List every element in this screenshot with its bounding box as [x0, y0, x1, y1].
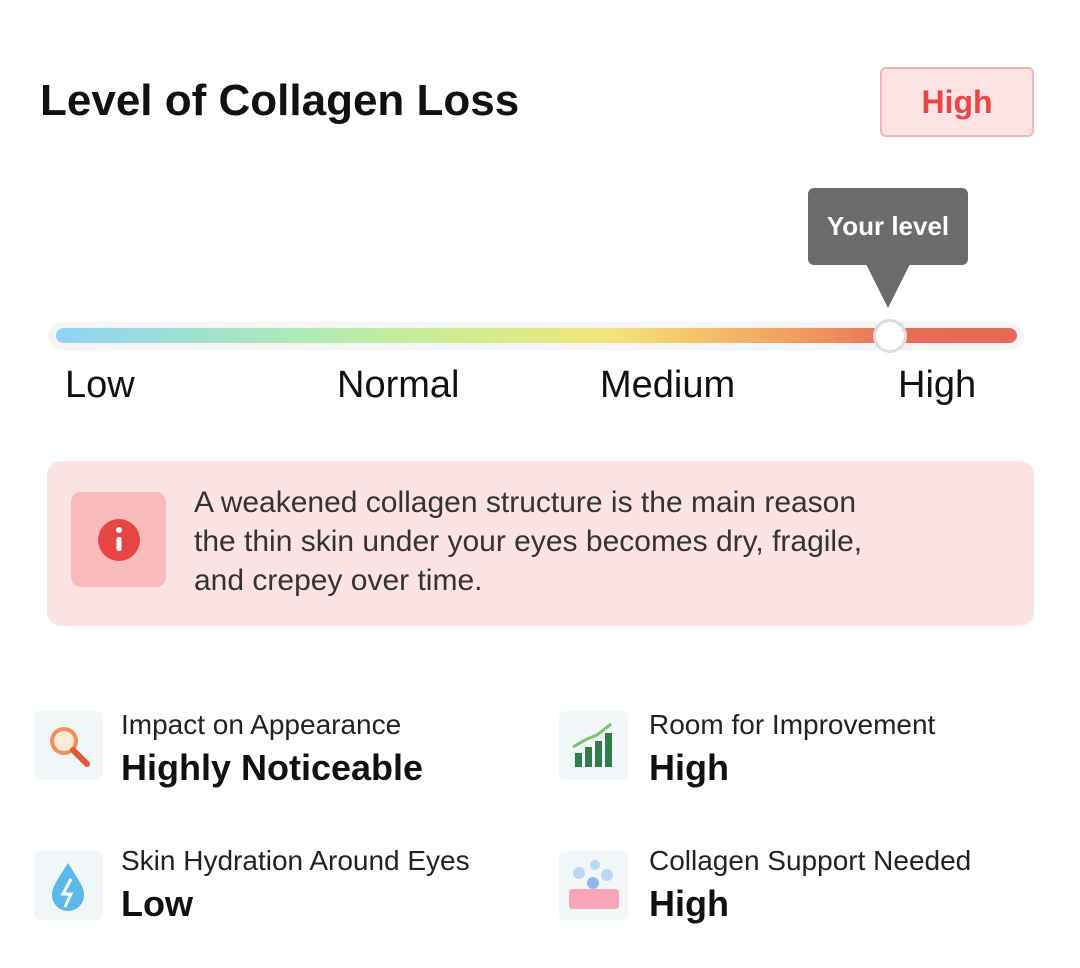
stat-label: Room for Improvement [649, 709, 936, 740]
title: Level of Collagen Loss [40, 76, 520, 125]
info-line: and crepey over time. [194, 564, 483, 597]
stat-value: Low [121, 883, 193, 924]
growth-icon [572, 722, 612, 767]
info-box [47, 461, 1034, 626]
stat-label: Skin Hydration Around Eyes [121, 845, 470, 876]
drop-icon [52, 863, 84, 911]
scale-label: Medium [600, 364, 736, 406]
stat-label: Impact on Appearance [121, 709, 402, 740]
info-text: A weakened collagen structure is the mai… [194, 483, 862, 600]
stat-icon [34, 851, 103, 920]
info-line: the thin skin under your eyes becomes dr… [194, 525, 863, 558]
tooltip: Your level [808, 188, 968, 265]
stat-value: Highly Noticeable [121, 747, 424, 788]
stat-value: High [649, 883, 729, 924]
scale-knob [873, 319, 907, 353]
collagen-icon [569, 860, 619, 909]
scale-label: Low [65, 364, 135, 406]
scale-label: High [898, 364, 977, 406]
info-glyph [98, 519, 140, 561]
stat-value: High [649, 747, 729, 788]
scale-label: Normal [337, 364, 460, 406]
stat-icon [34, 711, 103, 780]
stat-label: Collagen Support Needed [649, 845, 972, 876]
stat-icon [559, 711, 628, 780]
scale-bar [56, 328, 1017, 343]
tooltip-arrow [866, 264, 910, 308]
info-line: A weakened collagen structure is the mai… [194, 486, 857, 519]
info-icon [71, 492, 166, 587]
level-badge: High [880, 67, 1034, 137]
magnifier-icon [50, 727, 90, 767]
stat-icon [559, 851, 628, 920]
